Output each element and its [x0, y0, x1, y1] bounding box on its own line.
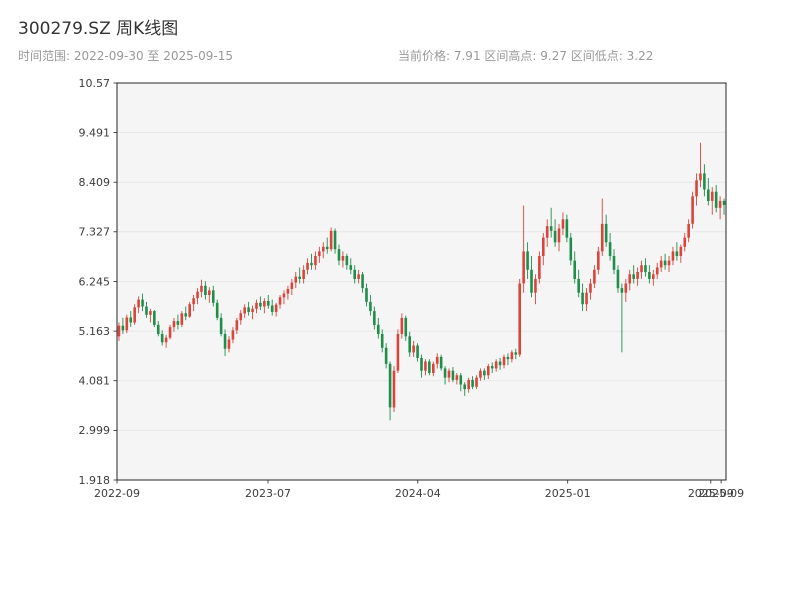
page-title: 300279.SZ 周K线图: [18, 19, 179, 39]
svg-text:2025-09: 2025-09: [688, 487, 734, 500]
svg-text:8.409: 8.409: [79, 176, 111, 189]
svg-text:2025-01: 2025-01: [545, 487, 591, 500]
svg-text:10.57: 10.57: [79, 77, 111, 90]
svg-text:2023-07: 2023-07: [245, 487, 291, 500]
svg-text:6.245: 6.245: [79, 275, 111, 288]
price-stats-label: 当前价格: 7.91 区间高点: 9.27 区间低点: 3.22: [398, 49, 654, 63]
svg-text:9.491: 9.491: [79, 126, 111, 139]
svg-text:2.999: 2.999: [79, 424, 111, 437]
svg-text:4.081: 4.081: [79, 375, 111, 388]
svg-text:2022-09: 2022-09: [94, 487, 140, 500]
svg-text:2025-09: 2025-09: [698, 487, 744, 500]
svg-text:7.327: 7.327: [79, 226, 111, 239]
svg-text:5.163: 5.163: [79, 325, 111, 338]
svg-text:1.918: 1.918: [79, 474, 111, 487]
date-range-label: 时间范围: 2022-09-30 至 2025-09-15: [18, 49, 233, 63]
svg-text:2024-04: 2024-04: [395, 487, 441, 500]
